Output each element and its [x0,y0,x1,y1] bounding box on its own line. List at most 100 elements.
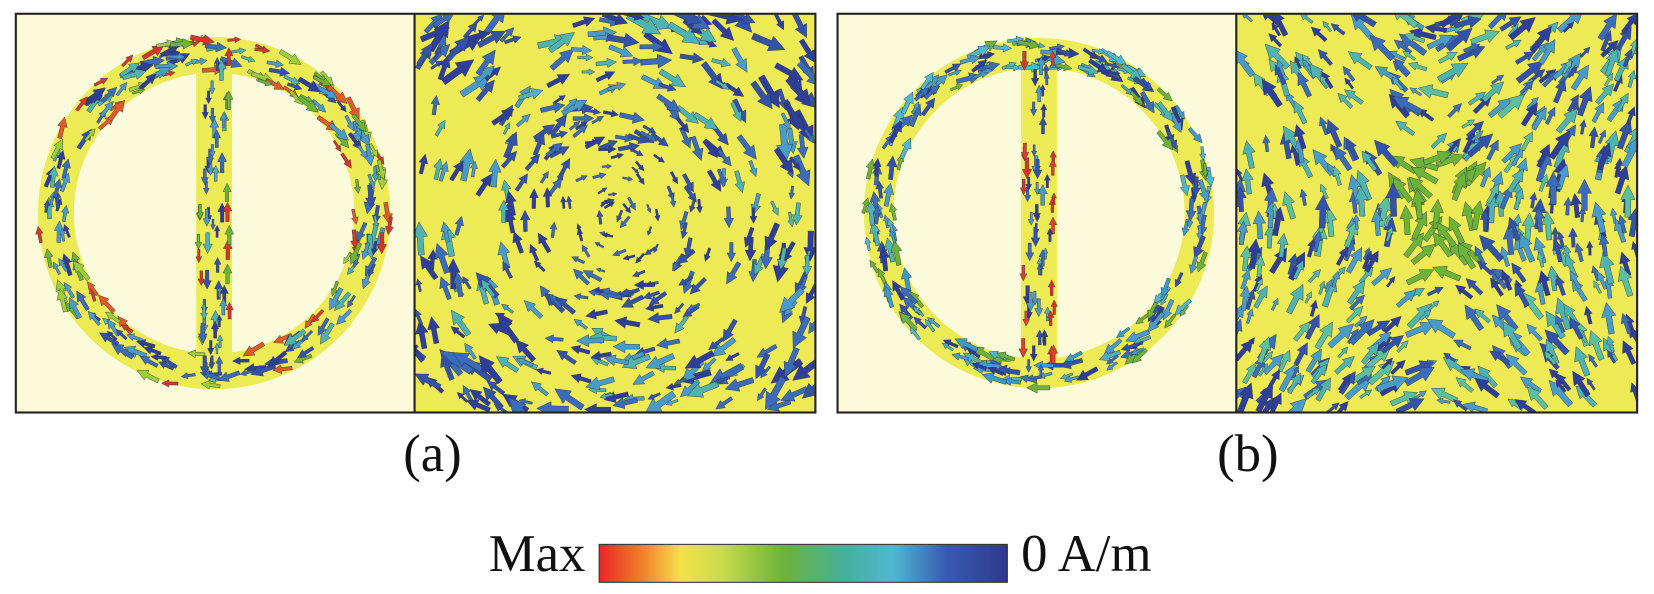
field-arrow [899,286,919,305]
field-arrow [202,209,212,227]
field-arrow [1474,308,1492,324]
field-arrow [730,101,742,123]
field-arrow [1419,309,1432,321]
field-arrow [1490,277,1504,297]
field-arrow [1269,392,1282,412]
field-arrow [1191,176,1201,198]
field-arrow [207,340,215,356]
field-arrow [703,247,712,262]
field-arrow [240,55,256,63]
field-arrow [1417,84,1449,99]
field-arrow [1394,14,1419,29]
field-arrow [219,297,228,316]
field-arrow [254,46,271,54]
field-arrow [1046,310,1055,326]
field-arrow [1162,299,1175,321]
field-arrow [1108,72,1122,80]
field-arrow [1030,69,1040,87]
field-arrow [808,320,815,334]
field-arrow [548,32,575,54]
field-arrow [572,124,588,139]
field-arrow [454,215,464,236]
field-arrow [1555,314,1566,334]
field-arrow [1040,103,1048,118]
field-arrow [777,247,788,271]
field-arrow [755,352,771,380]
field-arrow [1620,184,1636,218]
field-arrow [440,221,451,243]
field-arrow [53,261,61,275]
field-arrow [213,257,222,273]
field-arrow [923,84,940,100]
field-arrow [1036,56,1046,76]
field-arrow [488,158,502,188]
field-arrow [72,260,91,282]
field-arrow [1253,285,1268,309]
field-arrow [222,201,233,222]
field-arrow [1453,15,1482,29]
field-arrow [545,142,563,158]
field-arrow [1047,279,1056,296]
field-arrow [632,269,646,277]
field-arrow [757,387,767,402]
field-arrow [462,276,472,290]
field-arrow [1130,347,1145,356]
field-arrow [674,315,689,334]
field-arrow [1487,14,1507,30]
field-arrow [1395,120,1416,136]
field-arrow [297,346,315,358]
field-arrow [1156,130,1174,151]
field-arrow [632,370,655,385]
field-arrow [1362,247,1370,261]
field-arrow [1627,207,1637,238]
field-arrow [452,352,484,372]
field-arrow [715,79,730,90]
field-arrow [1141,77,1152,91]
field-arrow [1048,344,1059,364]
field-arrow [581,68,596,76]
field-arrow [899,137,912,160]
field-arrow [658,82,677,92]
field-arrow [973,71,989,79]
field-arrow [93,78,109,87]
field-arrow [1287,252,1298,276]
field-arrow [487,323,514,337]
field-arrow [563,98,578,112]
field-arrow [1261,351,1274,364]
field-arrow [439,276,452,301]
field-arrow [1502,320,1523,351]
field-arrow [667,21,701,44]
field-arrow [1481,81,1505,103]
field-arrow [201,104,209,120]
field-arrow [622,202,632,214]
field-arrow [1324,278,1333,293]
field-arrow [347,294,356,309]
field-arrow [883,182,895,207]
field-arrow [121,54,134,68]
field-arrow [1477,260,1494,276]
field-arrow [1533,207,1546,233]
field-arrow [612,397,638,409]
field-arrow [1405,321,1436,338]
field-arrow [345,96,360,121]
field-arrow [878,246,891,272]
field-arrow [888,119,902,144]
field-arrow [317,85,338,99]
field-arrow [773,14,784,31]
field-arrow [161,379,179,388]
field-arrow [215,355,224,373]
field-arrow [222,182,232,202]
field-arrow [606,32,640,48]
field-arrow [264,77,285,90]
field-arrow [1601,301,1617,335]
field-arrow [115,329,128,341]
field-arrow [466,399,491,412]
field-arrow [1120,342,1139,352]
field-arrow [679,210,689,231]
field-arrow [1399,204,1414,236]
field-arrow [658,68,687,88]
field-arrow [1507,168,1524,194]
field-arrow [524,153,541,171]
field-arrow [736,134,757,160]
field-arrow [491,108,515,126]
